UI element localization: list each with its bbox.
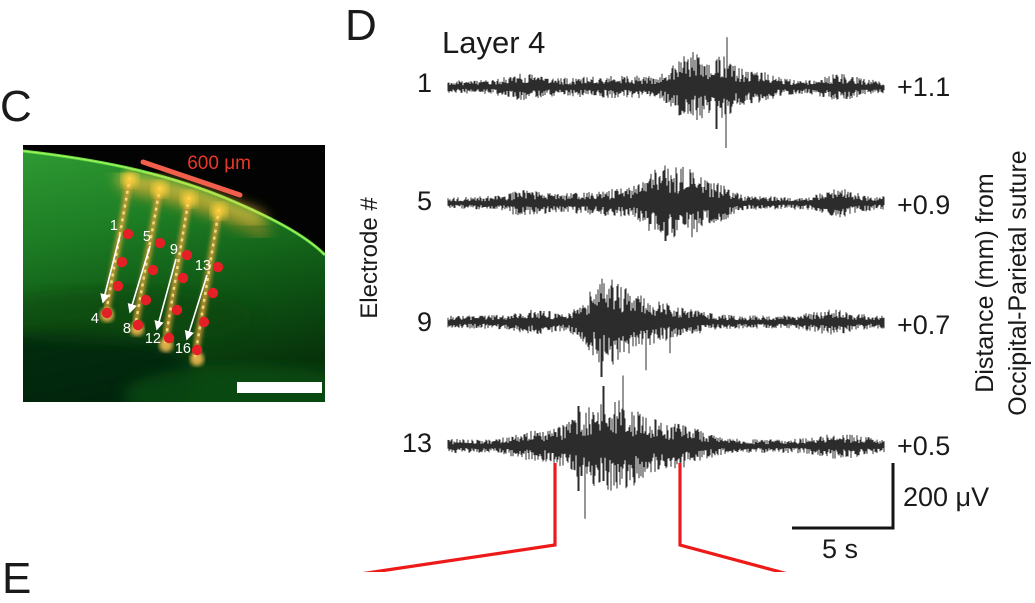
time-scale-label: 5 s xyxy=(822,534,859,564)
electrode-dot xyxy=(171,304,183,316)
panel-d-label: D xyxy=(345,1,377,50)
electrode-site-number-12: 12 xyxy=(145,331,161,347)
electrode-dot xyxy=(181,249,193,261)
electrode-site-number-13: 13 xyxy=(195,258,211,274)
electrode-number-1: 1 xyxy=(416,68,432,98)
lfp-trace-electrode-5 xyxy=(447,165,885,241)
electrode-dot xyxy=(177,272,189,284)
shank-arrow-icon xyxy=(127,245,151,314)
scale-bar-bracket xyxy=(792,463,895,530)
surface-glow-orange xyxy=(121,178,272,240)
panel-e-label: E xyxy=(2,554,32,603)
electrode-dot xyxy=(191,344,203,356)
electrode-dot xyxy=(101,307,113,319)
electrode-number-9: 9 xyxy=(416,307,432,337)
electrode-site-number-1: 1 xyxy=(110,218,118,234)
lfp-traces xyxy=(447,37,885,519)
distance-axis-label: Distance (mm) from Occipital-Parietal su… xyxy=(969,123,1035,443)
distance-axis-line1: Distance (mm) from xyxy=(971,173,999,393)
electrode-site-number-5: 5 xyxy=(143,229,151,245)
electrode-dot xyxy=(122,228,134,240)
scale-bar-white xyxy=(237,382,322,393)
electrode-dot xyxy=(154,237,166,249)
scale-bar-600um-line xyxy=(140,159,243,198)
distance-label-0.5: +0.5 xyxy=(897,431,951,461)
electrode-dot xyxy=(198,316,210,328)
callout-line-left xyxy=(362,463,557,572)
shank-arrow-icon xyxy=(184,274,208,341)
panel-d-plot xyxy=(362,37,895,572)
distance-label-0.7: +0.7 xyxy=(897,310,951,340)
electrode-number-5: 5 xyxy=(416,186,432,216)
electrode-site-number-16: 16 xyxy=(175,341,191,357)
microscopy-image: 1 4 5 8 9 12 13 16 600 μm xyxy=(23,145,325,402)
lfp-trace-electrode-9 xyxy=(447,278,885,377)
distance-label-0.9: +0.9 xyxy=(897,190,951,220)
electrode-dot xyxy=(207,287,219,299)
electrode-dot xyxy=(147,264,159,276)
shank-arrow-icon xyxy=(100,234,121,304)
panel-c-label: C xyxy=(0,82,32,131)
electrode-dot xyxy=(140,294,152,306)
electrode-number-13: 13 xyxy=(401,428,432,458)
voltage-scale-label: 200 μV xyxy=(903,482,990,512)
lfp-trace-electrode-1 xyxy=(447,37,885,148)
electrode-dot xyxy=(163,332,175,344)
electrode-dot xyxy=(116,256,128,268)
shank-arrow-icon xyxy=(154,258,177,331)
electrode-site-number-8: 8 xyxy=(123,321,131,337)
electrode-site-number-9: 9 xyxy=(170,242,178,258)
distance-axis-line2: Occipital-Parietal suture xyxy=(1004,150,1032,416)
callout-line-right xyxy=(678,463,787,572)
layer4-title: Layer 4 xyxy=(442,25,546,60)
electrode-dot xyxy=(212,261,224,273)
scale-bar-600um-label: 600 μm xyxy=(187,153,251,174)
electrode-site-number-4: 4 xyxy=(91,311,99,327)
electrode-dot xyxy=(112,280,124,292)
electrode-site-overlay: 1 4 5 8 9 12 13 16 xyxy=(91,218,224,357)
electrode-dot xyxy=(132,319,144,331)
distance-label-1.1: +1.1 xyxy=(897,72,951,102)
pial-surface-highlight xyxy=(23,150,325,256)
lfp-trace-electrode-13 xyxy=(447,375,885,519)
